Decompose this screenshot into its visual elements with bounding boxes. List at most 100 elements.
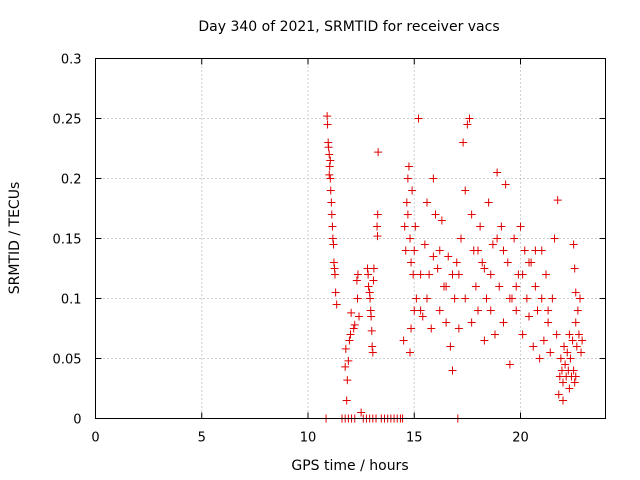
data-point xyxy=(357,408,366,417)
data-point xyxy=(431,210,440,219)
data-point xyxy=(510,234,519,243)
data-point xyxy=(344,356,353,365)
data-point xyxy=(552,330,561,339)
data-point xyxy=(486,306,495,315)
data-point xyxy=(578,336,587,345)
data-point xyxy=(454,270,463,279)
data-point xyxy=(347,308,356,317)
data-point xyxy=(493,168,502,177)
data-point xyxy=(352,276,361,285)
data-point xyxy=(505,360,514,369)
data-point xyxy=(416,270,425,279)
data-point xyxy=(407,324,416,333)
data-point xyxy=(404,162,413,171)
data-point xyxy=(346,330,355,339)
data-point xyxy=(546,348,555,357)
data-point xyxy=(412,294,421,303)
data-point xyxy=(561,360,570,369)
data-point xyxy=(366,294,375,303)
data-point xyxy=(373,222,382,231)
data-point xyxy=(331,288,340,297)
data-point xyxy=(499,318,508,327)
data-point xyxy=(367,312,376,321)
data-point xyxy=(467,318,476,327)
data-point xyxy=(325,170,334,179)
data-point xyxy=(353,270,362,279)
data-point xyxy=(323,112,332,121)
data-point xyxy=(353,294,362,303)
data-point xyxy=(553,196,562,205)
data-point xyxy=(325,162,334,171)
data-point xyxy=(327,198,336,207)
data-point xyxy=(548,294,557,303)
data-point xyxy=(328,222,337,231)
data-point xyxy=(493,234,502,243)
grid-lines xyxy=(95,58,606,419)
data-point xyxy=(535,354,544,363)
data-point xyxy=(369,276,378,285)
data-point xyxy=(480,264,489,273)
data-point xyxy=(529,342,538,351)
data-point xyxy=(550,234,559,243)
data-point xyxy=(571,318,580,327)
data-point xyxy=(420,240,429,249)
data-point xyxy=(341,344,350,353)
data-point xyxy=(423,198,431,207)
data-point xyxy=(350,320,359,329)
data-points xyxy=(322,112,587,423)
data-point xyxy=(401,246,410,255)
data-point xyxy=(569,240,578,249)
y-tick-label: 0.3 xyxy=(61,53,82,68)
data-point xyxy=(565,330,574,339)
x-tick-label: 0 xyxy=(91,431,99,446)
data-point xyxy=(571,372,580,381)
data-point xyxy=(444,252,453,261)
data-point xyxy=(364,270,373,279)
data-point xyxy=(512,282,521,291)
data-point xyxy=(328,234,337,243)
data-point xyxy=(367,326,376,335)
data-point xyxy=(435,246,444,255)
data-point xyxy=(369,264,378,273)
data-point xyxy=(410,306,419,315)
data-point xyxy=(454,324,463,333)
data-point xyxy=(531,246,540,255)
y-tick-label: 0.2 xyxy=(61,173,82,188)
data-point xyxy=(326,174,335,183)
data-point xyxy=(499,246,508,255)
data-point xyxy=(563,348,572,357)
axis-ticks: 0 5 10 15 20 0 0.05 0.1 0.15 0.2 0.25 0.3 xyxy=(53,53,606,446)
y-tick-label: 0.05 xyxy=(53,353,82,368)
data-point xyxy=(565,384,574,393)
data-point xyxy=(533,306,542,315)
y-tick-label: 0.15 xyxy=(53,233,82,248)
data-point xyxy=(429,174,438,183)
data-point xyxy=(433,264,442,273)
data-point xyxy=(512,306,521,315)
data-point xyxy=(556,354,565,363)
data-point xyxy=(442,318,451,327)
data-point xyxy=(516,222,525,231)
data-point xyxy=(559,396,567,405)
data-point xyxy=(566,354,575,363)
data-point xyxy=(531,282,540,291)
x-tick-label: 20 xyxy=(512,431,529,446)
data-point xyxy=(326,186,335,195)
data-point xyxy=(327,210,336,219)
data-point xyxy=(569,366,578,375)
data-point xyxy=(537,294,546,303)
data-point xyxy=(520,246,529,255)
data-point xyxy=(572,342,581,351)
data-point xyxy=(478,258,487,267)
data-point xyxy=(345,336,354,345)
data-point xyxy=(574,330,583,339)
data-point xyxy=(325,150,334,159)
data-point xyxy=(368,348,377,357)
data-point xyxy=(349,324,358,333)
data-point xyxy=(554,390,563,399)
data-point xyxy=(570,264,579,273)
data-point xyxy=(491,330,499,339)
data-point xyxy=(423,294,431,303)
data-point xyxy=(323,120,332,129)
